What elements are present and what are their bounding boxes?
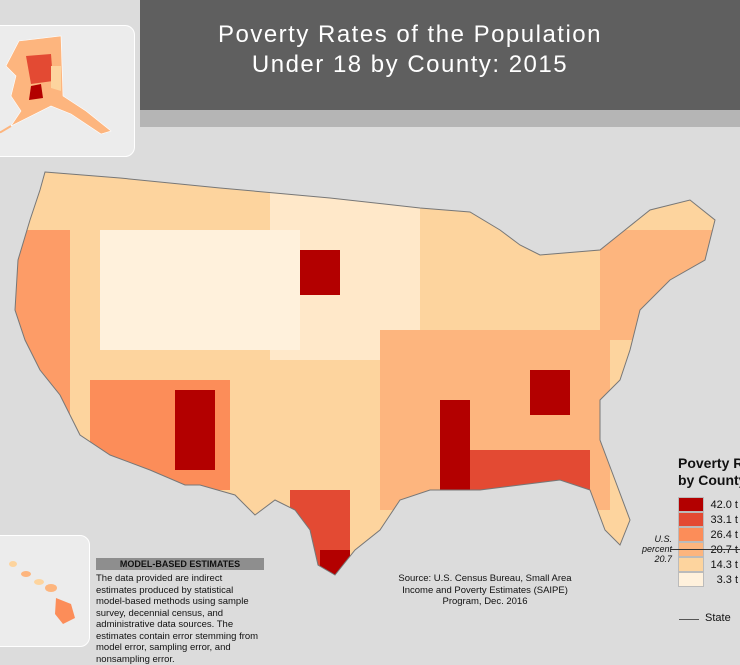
us-label: U.S. <box>654 534 672 544</box>
legend: Poverty R by County 42.0 t 33.1 t 26.4 t 20… <box>678 455 740 587</box>
legend-swatch <box>678 527 704 542</box>
model-based-estimates-note: MODEL-BASED ESTIMATES The data provided … <box>96 558 264 665</box>
us-percent-value: 20.7 <box>654 554 672 564</box>
legend-swatch <box>678 572 704 587</box>
legend-label: 33.1 t <box>710 513 738 526</box>
delta-region <box>440 400 470 510</box>
us-percent-line <box>670 549 740 550</box>
appalachia <box>530 370 570 415</box>
legend-title-line-1: Poverty R <box>678 455 740 471</box>
legend-label: 14.3 t <box>710 558 738 571</box>
model-based-heading: MODEL-BASED ESTIMATES <box>96 558 264 570</box>
state-boundary-label: State <box>705 612 731 624</box>
legend-title: Poverty R by County <box>678 455 740 489</box>
hawaii-map <box>9 561 75 624</box>
sd-reservations <box>300 250 340 295</box>
legend-class: 3.3 t <box>678 572 740 587</box>
navajo-region <box>175 390 215 470</box>
legend-label: 3.3 t <box>716 573 738 586</box>
legend-classes: 42.0 t 33.1 t 26.4 t 20.7 t 14.3 t 3.3 t <box>678 497 740 587</box>
legend-class: 14.3 t <box>678 557 740 572</box>
map-title: Poverty Rates of the Population Under 18… <box>140 20 680 80</box>
legend-class: 33.1 t <box>678 512 740 527</box>
percent-label: percent <box>641 544 672 554</box>
west-coast <box>15 230 70 430</box>
legend-label: 42.0 t <box>710 498 738 511</box>
alaska-map <box>0 35 112 135</box>
model-based-text: The data provided are indirect estimates… <box>96 573 259 665</box>
legend-class: 26.4 t <box>678 527 740 542</box>
mountain-west-low <box>100 230 300 350</box>
title-line-1: Poverty Rates of the Population <box>217 21 603 48</box>
legend-swatch <box>678 557 704 572</box>
legend-class: 42.0 t <box>678 497 740 512</box>
us-county-map <box>14 171 716 576</box>
title-banner <box>140 0 740 110</box>
title-line-2: Under 18 by County: 2015 <box>251 51 569 78</box>
legend-label: 26.4 t <box>710 528 738 541</box>
legend-swatch <box>678 512 704 527</box>
legend-swatch <box>678 497 704 512</box>
title-banner-strip <box>140 110 740 127</box>
legend-title-line-2: by County <box>678 472 740 488</box>
hawaii-inset <box>0 535 90 647</box>
alaska-inset <box>0 25 135 157</box>
source-note: Source: U.S. Census Bureau, Small Area I… <box>398 573 572 607</box>
state-boundary-symbol <box>679 619 699 620</box>
northeast <box>600 230 715 340</box>
us-percent-marker: U.S. percent 20.7 <box>640 534 672 564</box>
